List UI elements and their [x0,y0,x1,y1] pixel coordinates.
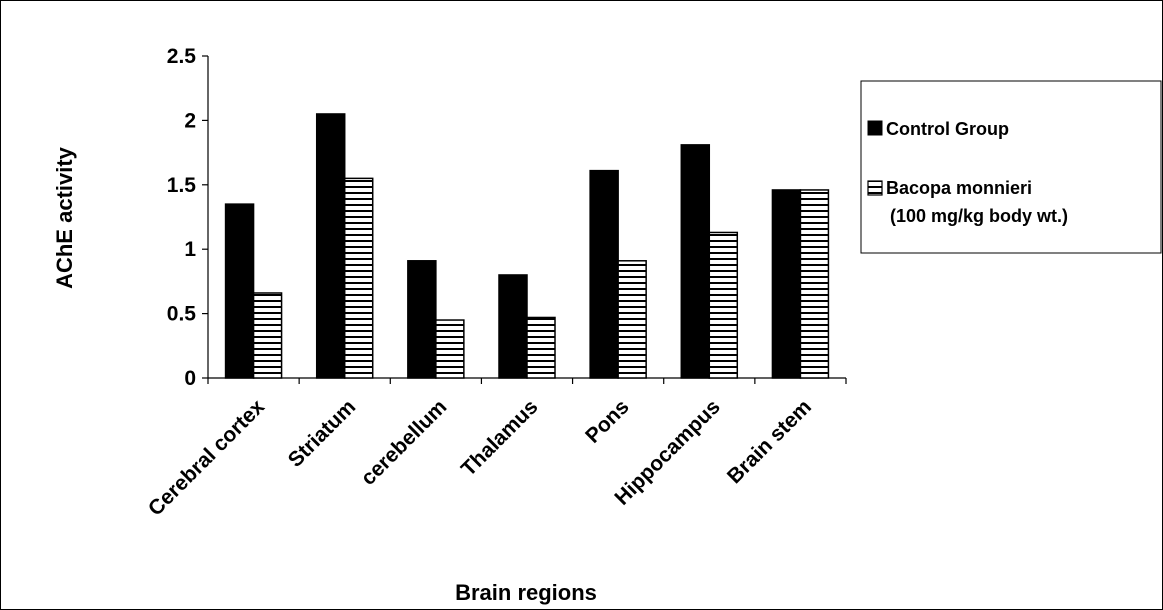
y-axis-title: AChE activity [52,146,77,289]
y-tick-label: 1.5 [167,174,197,197]
x-axis [207,377,847,384]
legend-label-bacopa-line2: (100 mg/kg body wt.) [890,206,1068,226]
y-tick-label: 2.5 [167,45,197,68]
x-category-label: Thalamus [457,395,543,481]
bars [224,113,830,379]
bar-control [680,144,711,379]
bar-control [407,260,437,379]
legend-label-bacopa: Bacopa monnieri [886,178,1032,198]
bar-control [771,189,802,379]
bar-control [315,113,346,379]
legend-label-control: Control Group [886,119,1009,139]
bar-bacopa [799,189,830,379]
x-category-label: cerebellum [357,395,452,490]
bar-bacopa [435,319,465,379]
x-category-label: Pons [581,395,634,448]
y-axis: 0 0.5 1 1.5 2 2.5 [167,45,209,390]
legend-box [860,80,1162,254]
y-tick-label: 2 [184,109,196,132]
bar-bacopa [617,260,647,379]
x-category-label: Brain stem [723,395,816,488]
legend-swatch-bacopa [867,180,883,196]
legend: Control Group Bacopa monnieri (100 mg/kg… [860,80,1162,254]
x-category-label: Striatum [284,395,361,472]
bar-control [224,203,255,379]
bar-bacopa [708,231,739,379]
bar-control [498,274,528,379]
y-tick-label: 0 [184,367,196,390]
bar-bacopa [526,316,556,379]
bar-bacopa [343,177,374,379]
x-axis-title: Brain regions [455,580,597,605]
bar-control [589,169,619,379]
bar-bacopa [252,292,283,379]
legend-swatch-control [867,120,883,136]
x-category-label: Cerebral cortex [144,395,269,520]
y-tick-label: 0.5 [167,303,197,326]
y-tick-label: 1 [184,238,196,261]
